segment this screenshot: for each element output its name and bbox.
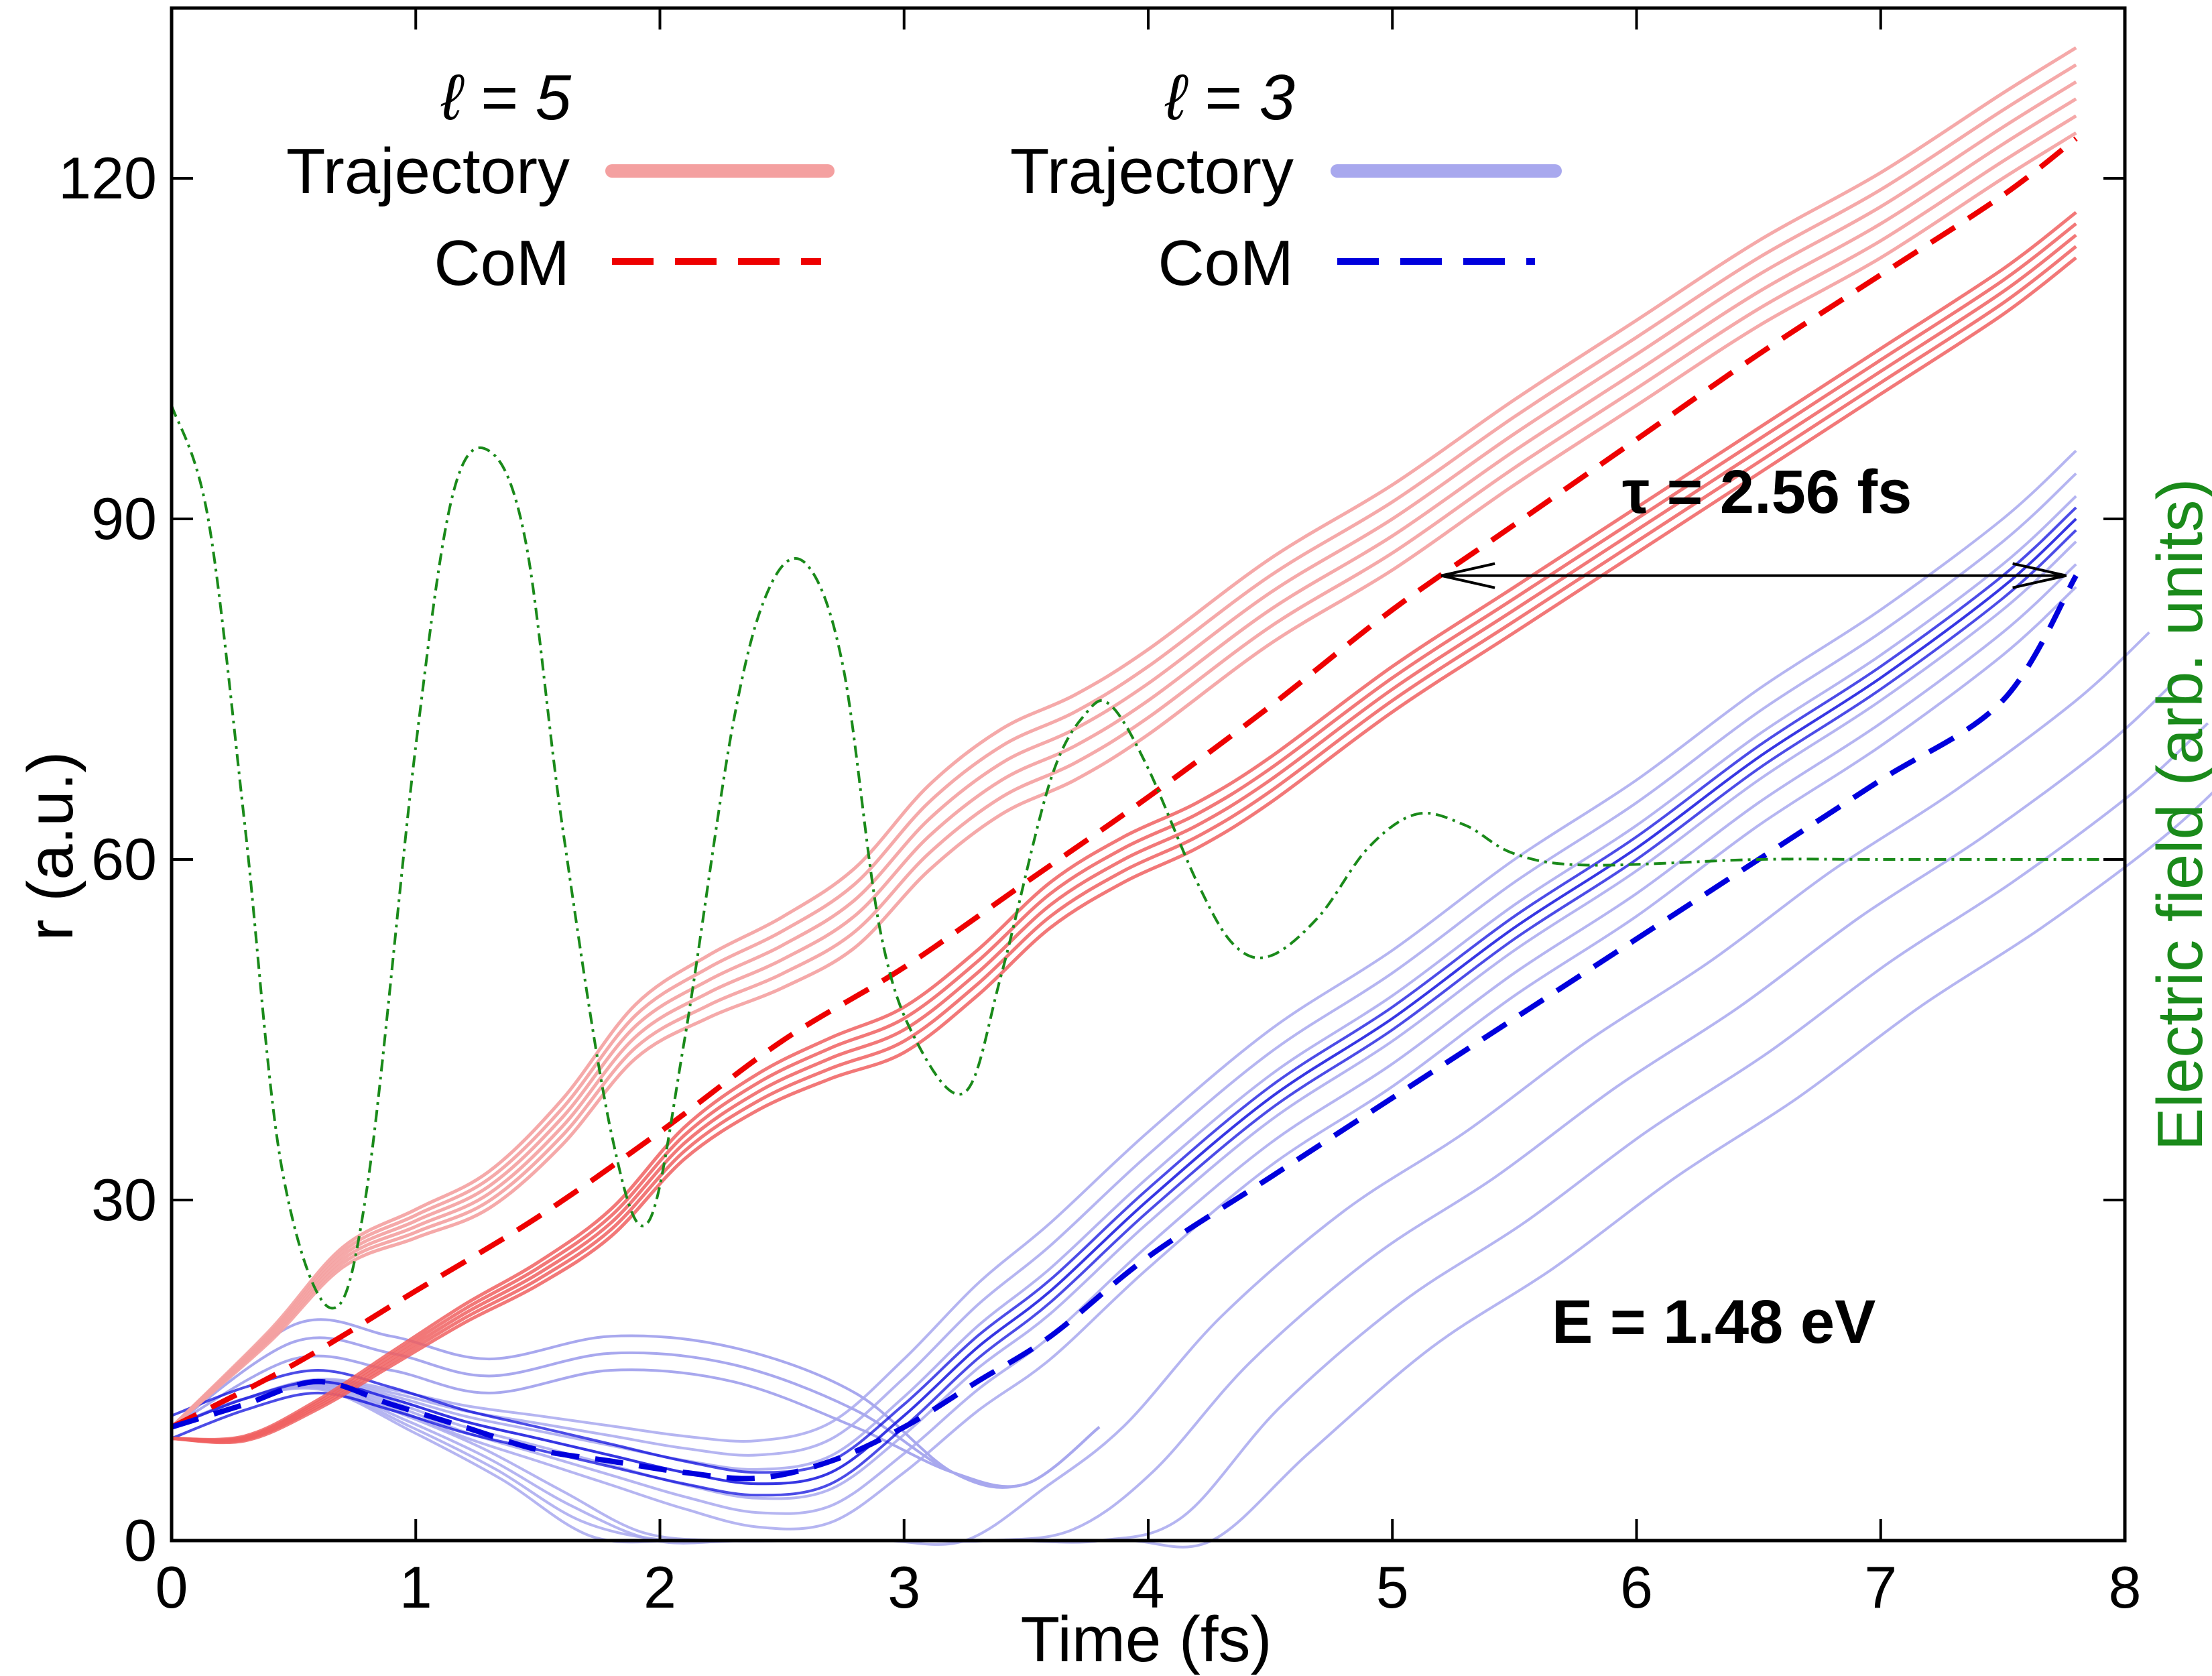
tau-arrow-head-right [2012,562,2067,589]
x-tick-label: 2 [643,1554,676,1620]
l5-trajectory-line [170,46,2077,1429]
x-tick-label: 4 [1132,1554,1165,1620]
l3-trajectory-line [171,529,2077,1497]
l3-trajectory-line [171,631,2150,1546]
l5-trajectory-line [170,131,2077,1429]
l3-trajectory-line [171,506,2077,1474]
l5-trajectory-line [171,233,2077,1443]
l5-trajectory-line [170,63,2077,1429]
plot-series [170,46,2212,1549]
y2-axis-label: Electric field (arb. units) [2144,479,2212,1151]
l5-trajectory-line [170,97,2077,1429]
l3-trajectory-line [171,449,2077,1443]
x-tick-label: 3 [887,1554,920,1620]
tau-annotation: τ = 2.56 fs [1622,458,1912,526]
axes: 0 1 2 3 4 5 6 7 8 0 30 60 90 120 [58,8,2141,1620]
l3-trajectory-line [171,722,2209,1544]
x-tick-label: 1 [400,1554,432,1620]
l5-trajectory-line [170,80,2077,1429]
legend-l3-com-label: CoM [1158,227,1294,299]
x-axis-label: Time (fs) [1020,1604,1272,1675]
y-tick-label: 120 [58,145,157,211]
legend-l5-trajectory-label: Trajectory [286,135,570,207]
l5-trajectory-line [171,256,2077,1445]
legend: ℓ = 5 Trajectory CoM ℓ = 3 Trajectory Co… [286,62,1562,299]
y-tick-label: 90 [91,485,157,552]
l3-trajectory-line [171,586,2077,1531]
l3-trajectory-line [170,1318,1101,1489]
legend-l3-trajectory-label: Trajectory [1010,135,1294,207]
y-axis-label: r (a.u.) [15,752,86,941]
l3-trajectory-line [171,518,2077,1486]
electric-field-line [170,405,2125,1310]
l3-trajectory-line [171,791,2212,1549]
l3-trajectory-line [171,495,2077,1471]
x-tick-label: 7 [1864,1554,1897,1620]
legend-l5-com-label: CoM [434,227,570,299]
l3-trajectory-line [171,540,2077,1500]
l5-trajectory-line [170,114,2077,1429]
x-tick-label: 5 [1376,1554,1409,1620]
x-tick-label: 8 [2109,1554,2142,1620]
l5-com-line [170,136,2078,1430]
l3-trajectory-line [171,676,2180,1545]
l5-trajectory-line [171,222,2077,1442]
energy-annotation: E = 1.48 eV [1552,1288,1876,1356]
l5-trajectory-line [171,245,2077,1443]
y-tick-label: 60 [91,826,157,892]
legend-l5-header: ℓ = 5 [440,62,571,133]
x-tick-label: 0 [156,1554,188,1620]
l5-trajectory-line [171,211,2077,1441]
x-tick-label: 6 [1620,1554,1653,1620]
tau-arrow-head-left [1440,562,1495,589]
tau-arrow [1440,562,2067,589]
y-tick-label: 0 [124,1507,157,1573]
legend-l3-header: ℓ = 3 [1164,62,1295,133]
y-tick-label: 30 [91,1166,157,1233]
